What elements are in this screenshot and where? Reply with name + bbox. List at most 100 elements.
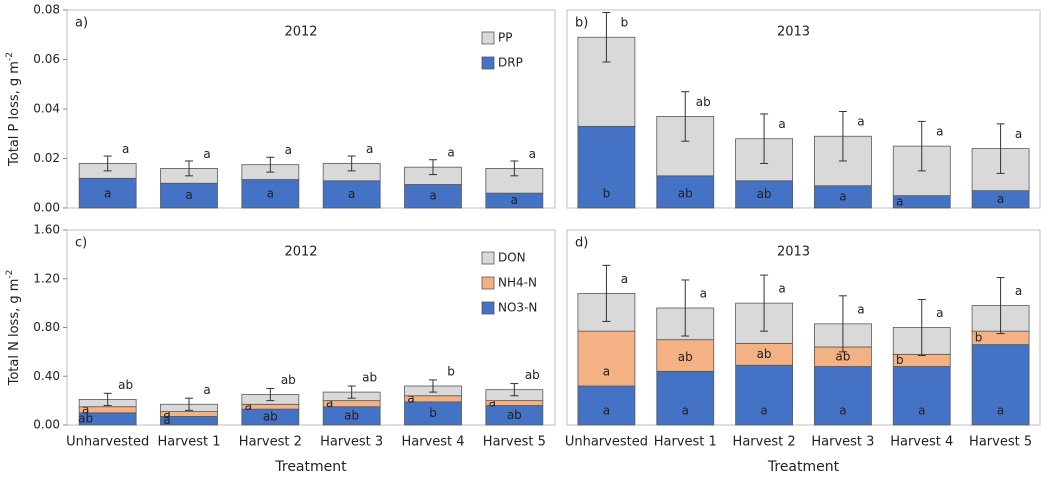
total-letter: ab [118,378,133,392]
bar-segment [577,330,636,387]
x-tick-label: Harvest 2 [239,435,302,450]
error-bar [185,160,193,177]
total-letter: ab [281,373,296,387]
bar-segment [971,344,1030,426]
total-letter: a [857,302,864,316]
error-bar [760,113,769,164]
total-letter: a [285,143,292,157]
total-letter: a [857,115,864,129]
error-bar [185,397,193,411]
x-tick-label: Harvest 4 [890,435,953,450]
total-letter: ab [696,95,711,109]
segment-letter: ab [678,350,693,364]
legend-label: NO3-N [498,301,537,315]
total-letter: a [778,282,785,296]
plot-frame [566,229,1041,426]
segment-letter: a [839,189,846,203]
y-tick-label: 1.60 [33,223,60,237]
y-axis-label-sup: -2 [5,52,15,61]
error-bar [917,120,926,172]
legend-label: NH4-N [498,276,537,290]
segment-letter: a [682,404,689,418]
segment-letter: ab [757,347,772,361]
error-bar [266,156,275,173]
segment-letter: a [997,404,1004,418]
x-tick-label: Harvest 4 [401,435,464,450]
segment-letter: b [603,187,611,201]
legend-label: PP [498,31,512,45]
panel-label: a) [75,16,88,31]
error-bar [266,387,275,402]
x-tick-label: Harvest 5 [483,435,546,450]
y-tick-label: 0.02 [33,151,60,165]
x-axis-label: Treatment [274,459,347,475]
segment-letter: ab [344,408,359,422]
segment-letter: a [896,194,903,208]
segment-letter: a [267,187,274,201]
panel-title: 2012 [284,25,317,40]
segment-letter: a [185,188,192,202]
segment-letter: ab [678,187,693,201]
total-letter: a [936,125,943,139]
error-bar [510,383,519,397]
y-tick-label: 0.04 [33,102,60,116]
x-axis-label: Treatment [767,459,840,475]
error-bar [760,274,769,332]
segment-letter: a [603,365,610,379]
x-tick-label: Unharvested [565,435,648,450]
panel-title: 2013 [777,245,810,260]
total-letter: a [122,142,129,156]
segment-letter: a [163,413,170,427]
segment-letter: ab [507,408,522,422]
x-tick-label: Harvest 3 [811,435,874,450]
error-bar [602,11,611,63]
legend-swatch [481,56,495,70]
segment-letter: a [603,404,610,418]
y-tick-label: 0.08 [33,3,60,17]
segment-letter: a [163,407,170,421]
bar-segment [656,370,715,426]
segment-letter: a [104,187,111,201]
y-axis-label: Total P loss, g m-2 [5,52,22,167]
total-letter: a [778,117,785,131]
bar-segment [735,364,793,426]
segment-letter: ab [757,187,772,201]
total-letter: b [447,365,455,379]
segment-letter: ab [263,410,278,424]
segment-letter: a [489,396,496,410]
total-letter: a [700,287,707,301]
segment-letter: a [511,193,518,207]
total-letter: a [366,142,373,156]
total-letter: a [1015,284,1022,298]
panel-label: b) [575,16,588,31]
legend-swatch [481,251,495,265]
error-bar [347,155,356,172]
legend-swatch [481,276,495,290]
segment-letter: a [839,404,846,418]
bar-segment [241,179,300,209]
total-letter: a [621,272,628,286]
segment-letter: a [245,399,252,413]
segment-letter: a [429,189,436,203]
total-letter: a [203,147,210,161]
y-axis-label-text: Total N loss, g m [7,279,22,387]
panel-title: 2013 [777,25,810,40]
segment-letter: b [975,330,983,344]
y-tick-label: 0.80 [33,320,60,334]
y-tick-label: 1.20 [33,271,60,285]
y-axis-label-sup: -2 [5,270,15,279]
y-axis-label-text: Total P loss, g m [7,61,22,167]
total-letter: a [447,146,454,160]
error-bar [510,160,519,177]
segment-letter: a [760,404,767,418]
bar-segment [577,125,636,209]
panel-label: c) [75,236,87,251]
segment-letter: ab [835,349,850,363]
bar-segment [656,175,715,209]
error-bar [103,155,112,172]
plot-frame [566,9,1041,209]
x-tick-label: Harvest 1 [654,435,717,450]
segment-letter: a [82,402,89,416]
bar-segment [322,180,381,209]
